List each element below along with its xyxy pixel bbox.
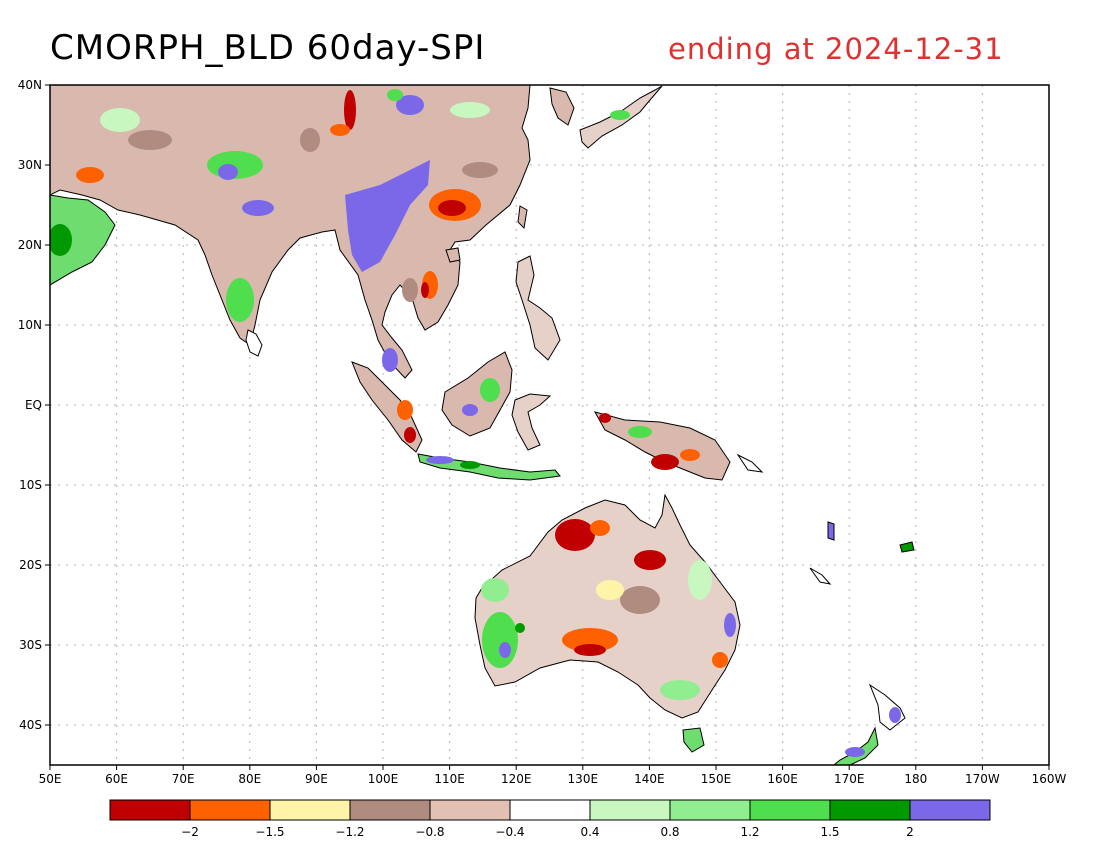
colorbar-swatch: [749, 799, 831, 821]
colorbar-label: 1.5: [820, 825, 839, 839]
lon-label: 80E: [238, 772, 261, 786]
colorbar-label: 0.8: [660, 825, 679, 839]
lon-label: 140E: [634, 772, 665, 786]
lat-label: 30N: [18, 158, 42, 172]
sulawesi: [511, 393, 552, 451]
lon-label: 180: [904, 772, 927, 786]
lat-label: 40S: [19, 718, 42, 732]
lon-label: 70E: [172, 772, 195, 786]
solomon-islands: [736, 453, 764, 473]
taiwan: [517, 205, 528, 230]
colorbar-label: 2: [906, 825, 914, 839]
lon-label: 100E: [368, 772, 399, 786]
lon-label: 160W: [1032, 772, 1067, 786]
colorbar-label: −2: [181, 825, 199, 839]
sumatra: [351, 361, 423, 453]
arabia-landmass: [50, 194, 116, 286]
lon-label: 60E: [105, 772, 128, 786]
colorbar-swatch: [109, 799, 191, 821]
colorbar-label: −0.4: [495, 825, 524, 839]
map-frame: [49, 84, 1050, 766]
lat-label: 10N: [18, 318, 42, 332]
lon-label: 170E: [834, 772, 865, 786]
lat-label: 20N: [18, 238, 42, 252]
colorbar-label: −1.2: [335, 825, 364, 839]
borneo: [441, 351, 513, 437]
colorbar-swatch: [189, 799, 271, 821]
vanuatu-island: [827, 521, 835, 541]
date-subtitle: ending at 2024-12-31: [668, 32, 1004, 66]
philippines: [515, 255, 561, 361]
longitude-labels: 50E 60E 70E 80E 90E 100E 110E 120E 130E 140E 150E 1…: [39, 765, 1067, 786]
colorbar-swatch: [909, 799, 991, 821]
colorbar-swatch: [829, 799, 911, 821]
lat-label: 40N: [18, 78, 42, 92]
colorbar-label: 1.2: [740, 825, 759, 839]
colorbar-label: −0.8: [415, 825, 444, 839]
lon-label: 110E: [434, 772, 465, 786]
lon-label: 90E: [305, 772, 328, 786]
latitude-labels: 40N 30N 20N 10N EQ 10S 20S 30S 40S: [18, 78, 50, 732]
land-areas: [50, 85, 915, 765]
lat-label: 30S: [19, 638, 42, 652]
colorbar-swatch: [349, 799, 431, 821]
new-caledonia: [809, 567, 832, 585]
colorbar-swatch: [669, 799, 751, 821]
colorbar-swatch: [429, 799, 511, 821]
spi-patches: [50, 89, 901, 757]
hainan: [445, 247, 461, 263]
colorbar-swatch: [269, 799, 351, 821]
map-title: CMORPH_BLD 60day-SPI: [50, 28, 486, 68]
colorbar-legend: −2 −1.5 −1.2 −0.8 −0.4 0.4 0.8 1.2 1.5 2: [109, 799, 991, 839]
lon-label: 130E: [568, 772, 599, 786]
colorbar-label: −1.5: [255, 825, 284, 839]
colorbar-label: 0.4: [580, 825, 599, 839]
lat-label: EQ: [25, 398, 42, 412]
tasmania: [682, 727, 705, 753]
new-zealand-south: [833, 726, 879, 765]
lon-label: 150E: [701, 772, 732, 786]
korea: [549, 87, 575, 126]
colorbar-swatch: [509, 799, 591, 821]
lon-label: 50E: [39, 772, 62, 786]
lat-label: 20S: [19, 558, 42, 572]
colorbar-swatch: [589, 799, 671, 821]
fiji-island: [899, 541, 915, 553]
new-guinea: [593, 411, 731, 481]
australia: [474, 493, 741, 719]
lat-label: 10S: [19, 478, 42, 492]
sri-lanka: [245, 329, 263, 357]
lon-label: 170W: [965, 772, 1000, 786]
lon-label: 120E: [501, 772, 532, 786]
lon-label: 160E: [767, 772, 798, 786]
